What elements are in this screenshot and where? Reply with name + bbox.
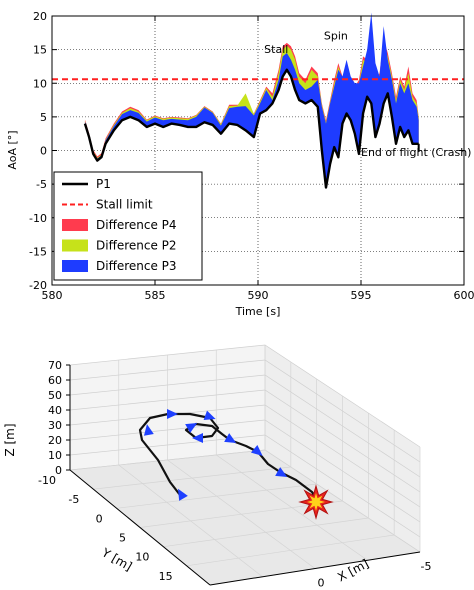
- y-tick-label: 15: [33, 44, 47, 57]
- direction-arrow: [250, 444, 263, 456]
- y-tick-label: -20: [29, 279, 47, 292]
- x-tick-label: 590: [248, 289, 269, 302]
- legend-label: Difference P2: [96, 239, 177, 253]
- direction-arrow: [178, 488, 188, 501]
- legend-swatch: [62, 219, 88, 231]
- legend-label: P1: [96, 177, 111, 191]
- x-tick-label: 600: [454, 289, 474, 302]
- x-tick-label: 595: [351, 289, 372, 302]
- y-tick-label: 0: [40, 145, 47, 158]
- flight-path: [138, 409, 334, 520]
- z-tick-label: 60: [48, 374, 62, 387]
- y-axis-label-3d: Y [m]: [99, 545, 135, 574]
- direction-arrow: [167, 409, 178, 419]
- legend-swatch: [62, 260, 88, 272]
- z-tick-label: 70: [48, 359, 62, 372]
- legend-label: Stall limit: [96, 198, 153, 212]
- legend-label: Difference P4: [96, 218, 177, 232]
- axes-grid: [69, 344, 421, 586]
- y-tick-label: 10: [33, 77, 47, 90]
- crash-star-core-icon: [307, 493, 325, 511]
- direction-arrow: [224, 433, 237, 443]
- annotation-text: End of flight (Crash): [361, 146, 471, 159]
- y-tick-label: 15: [159, 570, 173, 583]
- z-tick-label: 0: [55, 464, 62, 477]
- x-gridline: [216, 454, 368, 561]
- z-tick-label: 30: [48, 419, 62, 432]
- x-gridline: [167, 459, 316, 569]
- axes-panes: [70, 345, 420, 585]
- series-p1-line: [83, 68, 419, 189]
- x-gridline: [264, 449, 421, 553]
- y-tick-label: -10: [29, 212, 47, 225]
- floor-pane: [70, 450, 420, 585]
- direction-arrow: [203, 410, 216, 420]
- z-tick-label: 10: [48, 449, 62, 462]
- area-difference-p3: [84, 12, 419, 188]
- y-tick-label: 5: [40, 111, 47, 124]
- legend-swatch: [62, 239, 88, 252]
- direction-arrow: [275, 467, 288, 477]
- annotation-text: Spin: [324, 30, 348, 43]
- y-tick-label: 20: [33, 10, 47, 23]
- chart-lines: [52, 68, 464, 189]
- annotations: Stall Spin End of flight (Crash): [264, 30, 471, 159]
- y-tick-label: -5: [68, 493, 79, 506]
- flight-path-line: [138, 412, 319, 503]
- x-tick-label: 0: [318, 577, 325, 590]
- x-tick-label: 585: [145, 289, 166, 302]
- axis-ticks: 580 585 590 595 600 -20 -15 -10 -5 0 5 10 15 20: [29, 10, 474, 302]
- y-tick-label: -5: [36, 178, 47, 191]
- legend: P1 Stall limit Difference P4 Difference P2 D…: [53, 171, 203, 281]
- z-axis-label: Z [m]: [3, 423, 17, 456]
- z-tick-label: 50: [48, 389, 62, 402]
- legend-label: Difference P3: [96, 259, 177, 273]
- y-axis-label: AoA [°]: [6, 130, 19, 169]
- y-tick-label: 10: [135, 551, 149, 564]
- x-gridline: [118, 464, 263, 578]
- x-axis-line: [209, 551, 421, 586]
- annotation-text: Stall: [264, 43, 288, 56]
- x-axis-label: Time [s]: [235, 305, 281, 318]
- z-tick-label: 20: [48, 434, 62, 447]
- x-tick-label: 580: [42, 289, 63, 302]
- x-tick-label: -5: [421, 560, 432, 573]
- y-tick-label: 0: [96, 512, 103, 525]
- direction-arrow: [185, 423, 198, 433]
- y-axis-line: [69, 469, 211, 586]
- direction-arrow: [192, 433, 203, 443]
- y-tick-label: -10: [38, 474, 56, 487]
- aoa-time-chart: 580 585 590 595 600 -20 -15 -10 -5 0 5 10 15 20 Time …: [6, 10, 474, 318]
- z-tick-label: 40: [48, 404, 62, 417]
- direction-arrow: [143, 424, 154, 436]
- y-tick-label: 5: [119, 532, 126, 545]
- y-tick-label: -15: [29, 245, 47, 258]
